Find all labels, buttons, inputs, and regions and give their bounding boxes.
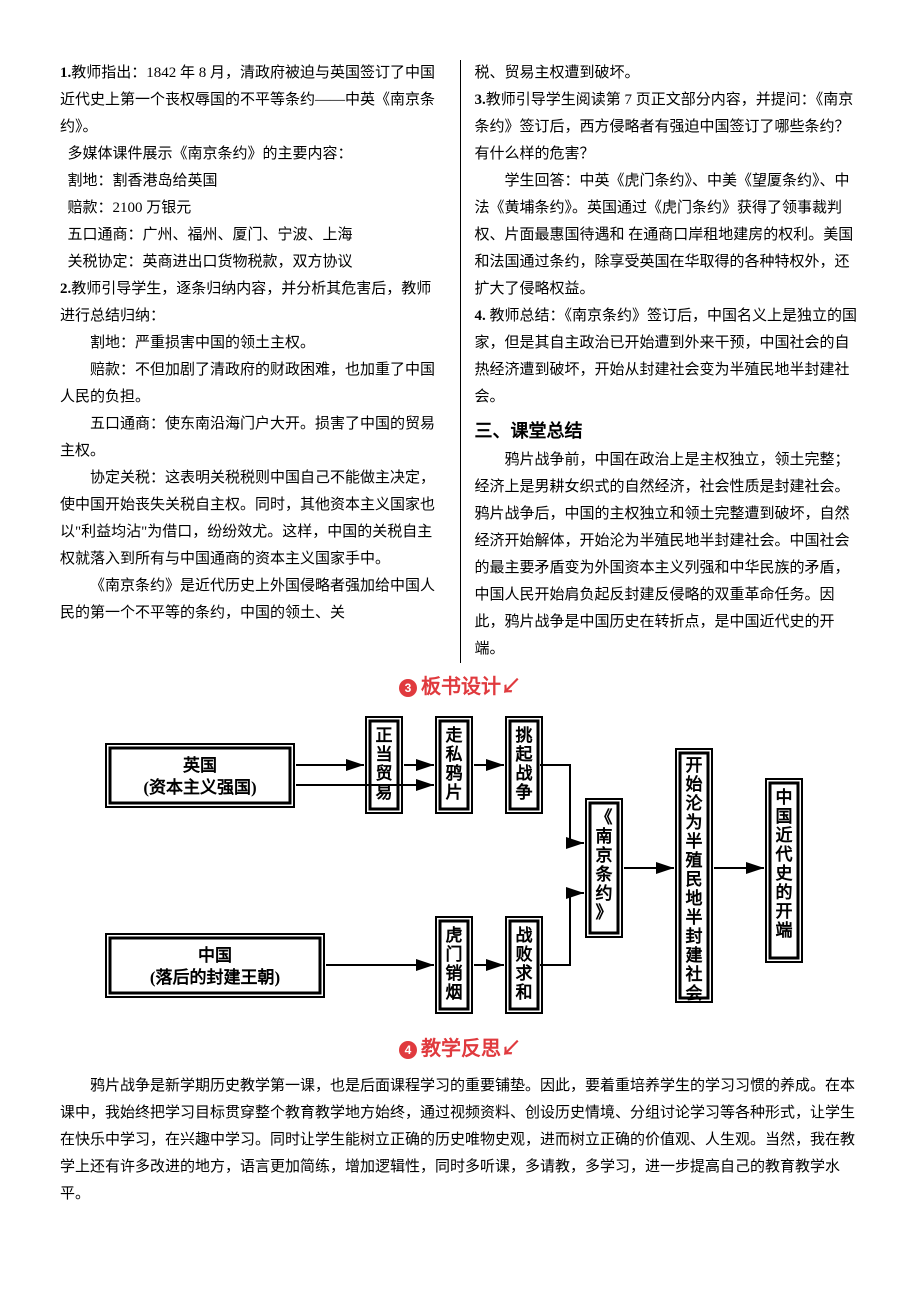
para: 鸦片战争前，中国在政治上是主权独立，领土完整；经济上是男耕女织式的自然经济，社会… — [475, 447, 861, 663]
list-item: 关税协定：英商进出口货物税款，双方协议 — [60, 249, 446, 276]
node-cn: 中国 (落后的封建王朝) — [106, 934, 324, 997]
para: 割地：严重损害中国的领土主权。 — [60, 330, 446, 357]
bullet-3-icon: 3 — [399, 679, 417, 697]
para: 五口通商：使东南沿海门户大开。损害了中国的贸易主权。 — [60, 411, 446, 465]
para: 赔款：不但加剧了清政府的财政困难，也加重了中国人民的负担。 — [60, 357, 446, 411]
reflection-body: 鸦片战争是新学期历史教学第一课，也是后面课程学习的重要铺垫。因此，要着重培养学生… — [60, 1073, 860, 1208]
left-column: 1.教师指出：1842 年 8 月，清政府被迫与英国签订了中国近代史上第一个丧权… — [60, 60, 446, 663]
svg-text:《南京条约》: 《南京条约》 — [595, 807, 614, 922]
para: 鸦片战争是新学期历史教学第一课，也是后面课程学习的重要铺垫。因此，要着重培养学生… — [60, 1073, 860, 1208]
node-war: 挑起战争 — [506, 717, 542, 813]
heading-text: 教学反思 — [421, 1038, 501, 1060]
section-3-heading: 三、课堂总结 — [475, 415, 861, 447]
para: 协定关税：这表明关税税则中国自己不能做主决定，使中国开始丧失关税自主权。同时，其… — [60, 465, 446, 573]
text: 教师指出：1842 年 8 月，清政府被迫与英国签订了中国近代史上第一个丧权辱国… — [60, 65, 435, 135]
svg-text:中国近代史的开端: 中国近代史的开端 — [775, 787, 794, 940]
flowchart-svg: 英国 (资本主义强国) 中国 (落后的封建王朝) 正当贸易 走私鸦片 挑起战争 — [70, 713, 850, 1023]
corner-icon: ↙ — [501, 1038, 521, 1060]
para: 4. 教师总结：《南京条约》签订后，中国名义上是独立的国家，但是其自主政治已开始… — [475, 303, 861, 411]
para: 学生回答：中英《虎门条约》、中美《望厦条约》、中法《黄埔条约》。英国通过《虎门条… — [475, 168, 861, 303]
node-trade: 正当贸易 — [366, 717, 402, 813]
right-column: 税、贸易主权遭到破坏。 3.教师引导学生阅读第 7 页正文部分内容，并提问：《南… — [475, 60, 861, 663]
para: 1.教师指出：1842 年 8 月，清政府被迫与英国签订了中国近代史上第一个丧权… — [60, 60, 446, 141]
svg-text:走私鸦片: 走私鸦片 — [446, 725, 463, 802]
node-nanjing: 《南京条约》 — [586, 799, 622, 937]
svg-text:(落后的封建王朝): (落后的封建王朝) — [150, 967, 280, 987]
svg-text:(资本主义强国): (资本主义强国) — [143, 777, 256, 797]
para: 税、贸易主权遭到破坏。 — [475, 60, 861, 87]
corner-icon: ↙ — [501, 676, 521, 698]
svg-text:正当贸易: 正当贸易 — [376, 726, 393, 802]
node-result: 开始沦为半殖民地半封建社会 — [676, 749, 712, 1003]
svg-text:开始沦为半殖民地半封建社会: 开始沦为半殖民地半封建社会 — [685, 756, 704, 1003]
node-era: 中国近代史的开端 — [766, 779, 802, 962]
text: 教师引导学生阅读第 7 页正文部分内容，并提问：《南京条约》签订后，西方侵略者有… — [475, 92, 854, 162]
column-divider — [460, 60, 461, 663]
svg-text:虎门销烟: 虎门销烟 — [446, 926, 463, 1002]
edge — [540, 893, 584, 965]
para: 多媒体课件展示《南京条约》的主要内容： — [60, 141, 446, 168]
text: 教师引导学生，逐条归纳内容，并分析其危害后，教师进行总结归纳： — [60, 281, 431, 324]
list-item: 割地：割香港岛给英国 — [60, 168, 446, 195]
heading-text: 板书设计 — [421, 676, 501, 698]
text: 教师总结：《南京条约》签订后，中国名义上是独立的国家，但是其自主政治已开始遭到外… — [475, 308, 858, 405]
num-prefix: 3. — [475, 92, 486, 108]
edge — [540, 765, 584, 843]
num-prefix: 1. — [60, 65, 71, 81]
svg-text:战败求和: 战败求和 — [516, 926, 533, 1002]
svg-text:中国: 中国 — [198, 945, 232, 965]
para: 2.教师引导学生，逐条归纳内容，并分析其危害后，教师进行总结归纳： — [60, 276, 446, 330]
list-item: 赔款：2100 万银元 — [60, 195, 446, 222]
node-defeat: 战败求和 — [506, 917, 542, 1013]
board-diagram: 英国 (资本主义强国) 中国 (落后的封建王朝) 正当贸易 走私鸦片 挑起战争 — [60, 713, 860, 1023]
board-design-heading: 3板书设计↙ — [60, 669, 860, 705]
num-prefix: 4. — [475, 308, 486, 324]
bullet-4-icon: 4 — [399, 1041, 417, 1059]
num-prefix: 2. — [60, 281, 71, 297]
para: 《南京条约》是近代历史上外国侵略者强加给中国人民的第一个不平等的条约，中国的领土… — [60, 573, 446, 627]
reflection-heading: 4教学反思↙ — [60, 1031, 860, 1067]
list-item: 五口通商：广州、福州、厦门、宁波、上海 — [60, 222, 446, 249]
node-humen: 虎门销烟 — [436, 917, 472, 1013]
two-column-layout: 1.教师指出：1842 年 8 月，清政府被迫与英国签订了中国近代史上第一个丧权… — [60, 60, 860, 663]
node-uk: 英国 (资本主义强国) — [106, 744, 294, 807]
svg-text:挑起战争: 挑起战争 — [515, 725, 534, 802]
node-smuggle: 走私鸦片 — [436, 717, 472, 813]
para: 3.教师引导学生阅读第 7 页正文部分内容，并提问：《南京条约》签订后，西方侵略… — [475, 87, 861, 168]
svg-text:英国: 英国 — [183, 755, 217, 775]
